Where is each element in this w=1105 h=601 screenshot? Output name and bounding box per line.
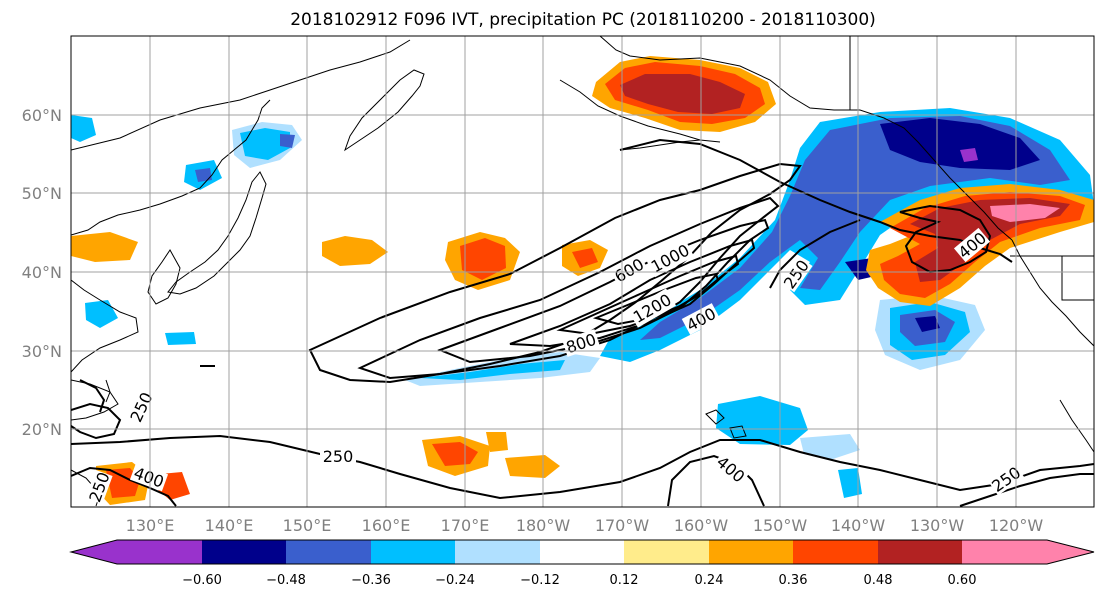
ivt-contour-400	[71, 466, 177, 507]
coastline-japan	[167, 171, 267, 295]
colorbar-swatch	[709, 540, 794, 564]
lat-label: 30°N	[22, 342, 62, 361]
lon-label: 170°E	[441, 516, 490, 535]
coastline-mexico	[1059, 399, 1094, 453]
neg-anomaly-region	[165, 332, 196, 345]
neg-anomaly-region	[280, 134, 295, 148]
lat-label: 50°N	[22, 184, 62, 203]
lon-labels: 130°E 140°E 150°E 160°E 170°E 180°W 170°…	[126, 516, 1044, 535]
colorbar-tick-label: 0.36	[779, 573, 808, 588]
colorbar-tick-label: 0.12	[610, 573, 639, 588]
ivt-contour-1000	[556, 254, 740, 336]
map-frame	[70, 35, 1095, 508]
ivt-contour-250	[71, 402, 122, 440]
gridlines	[71, 36, 1094, 507]
ivt-label: 250	[323, 447, 354, 466]
coastline-china	[71, 279, 139, 373]
pos-anomaly-region	[990, 204, 1060, 222]
pos-anomaly-region	[572, 248, 598, 268]
ivt-contour-250	[308, 162, 802, 384]
colorbar-tick-label: 0.60	[948, 573, 977, 588]
lon-label: 150°E	[283, 516, 332, 535]
coastline-alaska	[559, 79, 721, 143]
ivt-contour-400	[899, 204, 992, 274]
lat-label: 40°N	[22, 263, 62, 282]
ivt-contour-800	[509, 238, 756, 348]
coastline-north-america	[1011, 239, 1094, 347]
ivt-contour-400	[667, 454, 765, 507]
colorbar-ticks: −0.60 −0.48 −0.36 −0.24 −0.12 0.12 0.24 …	[182, 573, 976, 588]
colorbar-swatch	[202, 540, 287, 564]
colorbar-swatch	[371, 540, 456, 564]
colorbar-extend-low	[71, 540, 118, 564]
ivt-contour-250	[71, 434, 1094, 500]
lat-labels: 60°N 50°N 40°N 30°N 20°N	[22, 106, 62, 439]
colorbar: −0.60 −0.48 −0.36 −0.24 −0.12 0.12 0.24 …	[69, 539, 1095, 588]
ivt-contour-400	[79, 379, 106, 413]
colorbar-swatch	[878, 540, 963, 564]
colorbar-tick-label: −0.12	[520, 573, 560, 588]
colorbar-swatch	[117, 540, 203, 564]
neg-anomaly-region	[800, 434, 860, 460]
colorbar-swatch	[286, 540, 372, 564]
coastline-asia	[71, 39, 411, 151]
lon-label: 160°E	[362, 516, 411, 535]
pos-anomaly-region	[460, 238, 506, 280]
colorbar-tick-label: 0.48	[864, 573, 893, 588]
lon-label: 130°E	[126, 516, 175, 535]
lon-label: 180°W	[516, 516, 571, 535]
pos-anomaly-region	[322, 236, 388, 266]
pos-anomaly-region	[71, 232, 138, 262]
neg-anomaly-region	[420, 360, 565, 380]
neg-anomaly-region	[195, 168, 212, 182]
colorbar-tick-label: −0.48	[266, 573, 306, 588]
pos-anomaly-region	[432, 442, 478, 466]
lon-label: 130°W	[910, 516, 965, 535]
lon-label: 170°W	[595, 516, 650, 535]
pos-anomaly-region	[620, 74, 745, 114]
coastline-taiwan	[105, 379, 111, 403]
colorbar-extend-high	[1047, 540, 1094, 564]
coastline-hawaii	[705, 409, 747, 439]
neg-anomaly-region	[960, 148, 978, 162]
coastline-aleutians	[619, 139, 701, 151]
lon-label: 150°W	[753, 516, 808, 535]
colorbar-swatch	[540, 540, 625, 564]
pos-anomaly-region	[505, 455, 560, 478]
colorbar-swatch	[455, 540, 541, 564]
colorbar-tick-label: 0.24	[695, 573, 724, 588]
coastline-korea	[147, 249, 181, 305]
ivt-contour-250	[769, 219, 861, 289]
lat-label: 20°N	[22, 420, 62, 439]
neg-anomaly-region	[915, 316, 940, 332]
pos-anomaly-region	[486, 432, 508, 452]
colorbar-outline	[69, 539, 1095, 565]
map-panel: 600 1000 1200 800 400 250 400 250 250 40…	[22, 35, 1095, 535]
figure-title: 2018102912 F096 IVT, precipitation PC (2…	[290, 10, 876, 30]
lon-label: 140°E	[205, 516, 254, 535]
lon-label: 160°W	[674, 516, 729, 535]
lat-label: 60°N	[22, 106, 62, 125]
colorbar-tick-label: −0.60	[182, 573, 222, 588]
lon-label: 140°W	[831, 516, 886, 535]
colorbar-swatch	[624, 540, 710, 564]
neg-anomaly-region	[880, 118, 1040, 170]
colorbar-swatch	[793, 540, 879, 564]
coastline-us-border	[849, 36, 1094, 301]
coastline-asia	[71, 99, 271, 236]
neg-anomaly-region	[85, 300, 118, 328]
colorbar-swatch	[962, 540, 1048, 564]
neg-anomaly-region	[838, 468, 862, 498]
neg-anomaly-region	[240, 128, 290, 160]
colorbar-tick-label: −0.24	[435, 573, 475, 588]
neg-anomaly-region	[716, 396, 808, 445]
ivt-contour-400	[357, 196, 780, 380]
ivt-contour-250	[959, 473, 1094, 507]
lon-label: 120°W	[989, 516, 1044, 535]
coastline-kamchatka	[344, 69, 425, 152]
neg-anomaly-region	[640, 116, 1070, 340]
neg-anomaly-region	[71, 115, 96, 142]
colorbar-tick-label: −0.36	[351, 573, 391, 588]
